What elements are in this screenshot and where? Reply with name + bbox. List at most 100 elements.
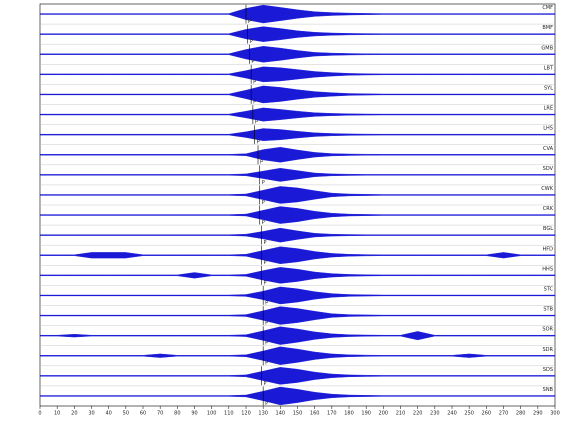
x-tick-label: 260 — [482, 411, 492, 417]
trace-envelope — [39, 255, 556, 264]
x-tick-label: 10 — [54, 411, 60, 417]
x-tick-label: 270 — [499, 411, 509, 417]
x-tick-label: 210 — [396, 411, 406, 417]
trace-envelope — [39, 295, 556, 305]
x-tick-label: 250 — [464, 411, 474, 417]
station-label: SDS — [543, 367, 553, 373]
pick-label: P — [253, 79, 256, 85]
station-label: HFD — [543, 246, 554, 252]
pick-label: P — [263, 240, 266, 246]
x-tick-label: 80 — [174, 411, 180, 417]
station-label: SOR — [542, 327, 553, 333]
x-tick-label: 70 — [157, 411, 163, 417]
trace-envelope — [39, 94, 556, 104]
x-tick-label: 50 — [123, 411, 129, 417]
pick-label: P — [265, 300, 268, 306]
x-tick-label: 280 — [516, 411, 526, 417]
trace-envelope — [39, 375, 556, 385]
x-tick-label: 170 — [327, 411, 337, 417]
pick-label: P — [262, 220, 265, 226]
x-tick-label: 220 — [413, 411, 423, 417]
x-tick-label: 60 — [140, 411, 146, 417]
pick-label: P — [265, 341, 268, 347]
trace-envelope — [39, 114, 556, 122]
trace-envelope — [39, 128, 556, 135]
trace-envelope — [39, 335, 556, 345]
x-tick-label: 190 — [361, 411, 371, 417]
trace-envelope — [39, 326, 556, 336]
pick-label: P — [251, 59, 254, 65]
x-tick-label: 0 — [38, 411, 41, 417]
station-label: STB — [543, 307, 553, 313]
x-tick-label: 300 — [550, 411, 560, 417]
station-label: BMF — [542, 25, 553, 31]
x-tick-label: 110 — [224, 411, 234, 417]
station-label: GMB — [541, 45, 553, 51]
x-tick-label: 20 — [71, 411, 77, 417]
trace-envelope — [39, 154, 556, 163]
station-label: SDR — [543, 347, 554, 353]
trace-envelope — [39, 33, 556, 42]
station-label: BGL — [543, 226, 553, 232]
pick-label: P — [265, 361, 268, 367]
pick-label: P — [265, 401, 268, 407]
trace-envelope — [39, 26, 556, 35]
pick-label: P — [263, 280, 266, 286]
station-label: LBT — [544, 65, 554, 71]
x-tick-label: 240 — [447, 411, 457, 417]
x-tick-label: 160 — [310, 411, 320, 417]
station-label: SYL — [544, 86, 553, 92]
trace-envelope — [39, 147, 556, 155]
pick-label: P — [257, 140, 260, 146]
trace-envelope — [39, 206, 556, 216]
x-tick-label: 120 — [241, 411, 251, 417]
station-label: LRE — [544, 106, 553, 112]
trace-envelope — [39, 315, 556, 325]
trace-envelope — [39, 275, 556, 284]
x-tick-label: 230 — [430, 411, 440, 417]
station-label: CRK — [543, 206, 554, 212]
trace-envelope — [39, 107, 556, 115]
station-label: CWK — [541, 186, 553, 192]
trace-envelope — [39, 66, 556, 75]
pick-label: P — [260, 160, 263, 166]
pick-label: P — [255, 119, 258, 125]
pick-label: P — [262, 180, 265, 186]
trace-envelope — [39, 355, 556, 365]
trace-envelope — [39, 346, 556, 356]
x-tick-label: 130 — [258, 411, 268, 417]
station-label: SNB — [543, 387, 554, 393]
x-tick-label: 150 — [293, 411, 303, 417]
trace-envelope — [39, 168, 556, 176]
pick-label: P — [262, 200, 265, 206]
trace-envelope — [39, 186, 556, 196]
trace-envelope — [39, 234, 556, 243]
station-label: SDV — [543, 166, 554, 172]
trace-envelope — [39, 74, 556, 83]
trace-envelope — [39, 286, 556, 296]
pick-label: P — [253, 99, 256, 105]
station-label: HHS — [542, 266, 553, 272]
station-label: LHS — [543, 126, 553, 132]
trace-envelope — [39, 367, 556, 377]
pick-label: P — [263, 260, 266, 266]
x-tick-label: 180 — [344, 411, 354, 417]
station-label: CMF — [542, 5, 553, 11]
trace-envelope — [39, 386, 556, 397]
trace-envelope — [39, 306, 556, 316]
station-label: STC — [544, 287, 554, 293]
trace-envelope — [39, 214, 556, 224]
trace-envelope — [39, 174, 556, 182]
trace-envelope — [39, 46, 556, 55]
x-tick-label: 30 — [88, 411, 94, 417]
x-tick-label: 200 — [379, 411, 389, 417]
trace-envelope — [39, 227, 556, 236]
trace-envelope — [39, 85, 556, 95]
pick-label: P — [250, 39, 253, 45]
x-tick-label: 40 — [105, 411, 111, 417]
x-tick-label: 100 — [207, 411, 217, 417]
pick-label: P — [263, 381, 266, 387]
trace-envelope — [39, 13, 556, 24]
trace-envelope — [39, 54, 556, 63]
